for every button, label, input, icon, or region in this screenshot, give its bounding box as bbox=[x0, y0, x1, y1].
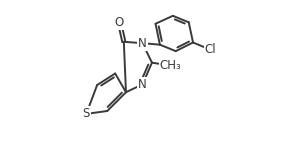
Text: Cl: Cl bbox=[205, 43, 216, 56]
Text: CH₃: CH₃ bbox=[160, 59, 182, 72]
Text: N: N bbox=[138, 37, 147, 50]
Text: S: S bbox=[83, 107, 90, 120]
Text: O: O bbox=[115, 16, 124, 29]
Text: N: N bbox=[138, 78, 147, 91]
